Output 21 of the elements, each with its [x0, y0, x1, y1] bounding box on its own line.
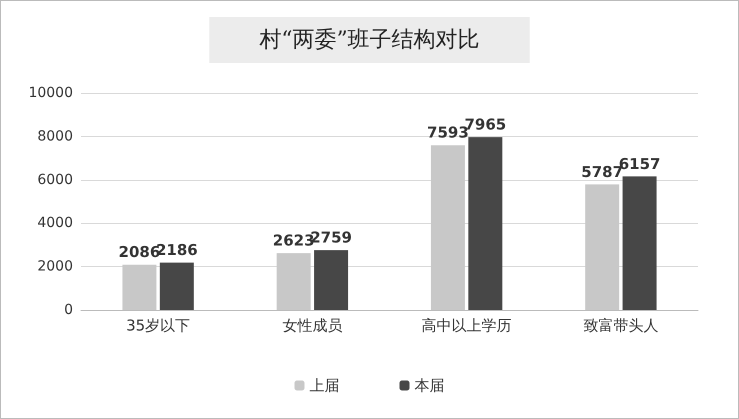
- y-tick-label: 6000: [37, 172, 73, 188]
- bar: [160, 262, 194, 310]
- x-tick-label: 女性成员: [282, 316, 342, 334]
- chart-title: 村“两委”班子结构对比: [258, 28, 480, 52]
- y-tick-label: 10000: [28, 85, 73, 101]
- y-tick-label: 4000: [37, 215, 73, 232]
- bar: [276, 253, 311, 310]
- x-tick-label: 致富带头人: [583, 316, 658, 334]
- x-tick-label: 高中以上学历: [422, 316, 512, 334]
- bar: [468, 137, 502, 310]
- bar: [314, 250, 348, 310]
- legend-label: 上届: [310, 376, 340, 394]
- bar: [585, 184, 620, 310]
- bar: [622, 176, 657, 310]
- bar: [430, 145, 465, 310]
- y-tick-label: 0: [64, 302, 73, 318]
- y-tick-label: 2000: [37, 258, 73, 275]
- bar: [122, 264, 156, 310]
- legend-label: 本届: [414, 376, 444, 394]
- y-tick-label: 8000: [37, 128, 73, 144]
- x-tick-label: 35岁以下: [126, 316, 190, 334]
